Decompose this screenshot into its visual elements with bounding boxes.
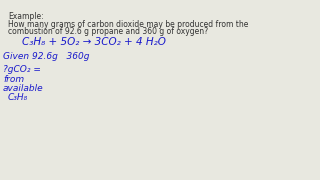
Text: ?gCO₂ =: ?gCO₂ = <box>3 65 41 74</box>
Text: available: available <box>3 84 44 93</box>
Text: Given 92.6g   360g: Given 92.6g 360g <box>3 52 90 61</box>
Text: How many grams of carbon dioxide may be produced from the: How many grams of carbon dioxide may be … <box>8 20 248 29</box>
Text: C₃H₈: C₃H₈ <box>8 93 28 102</box>
Text: from: from <box>3 75 24 84</box>
Text: Example:: Example: <box>8 12 44 21</box>
Text: C₃H₈ + 5O₂ → 3CO₂ + 4 H₂O: C₃H₈ + 5O₂ → 3CO₂ + 4 H₂O <box>22 37 166 47</box>
Text: combustion of 92.6 g propane and 360 g of oxygen?: combustion of 92.6 g propane and 360 g o… <box>8 27 208 36</box>
